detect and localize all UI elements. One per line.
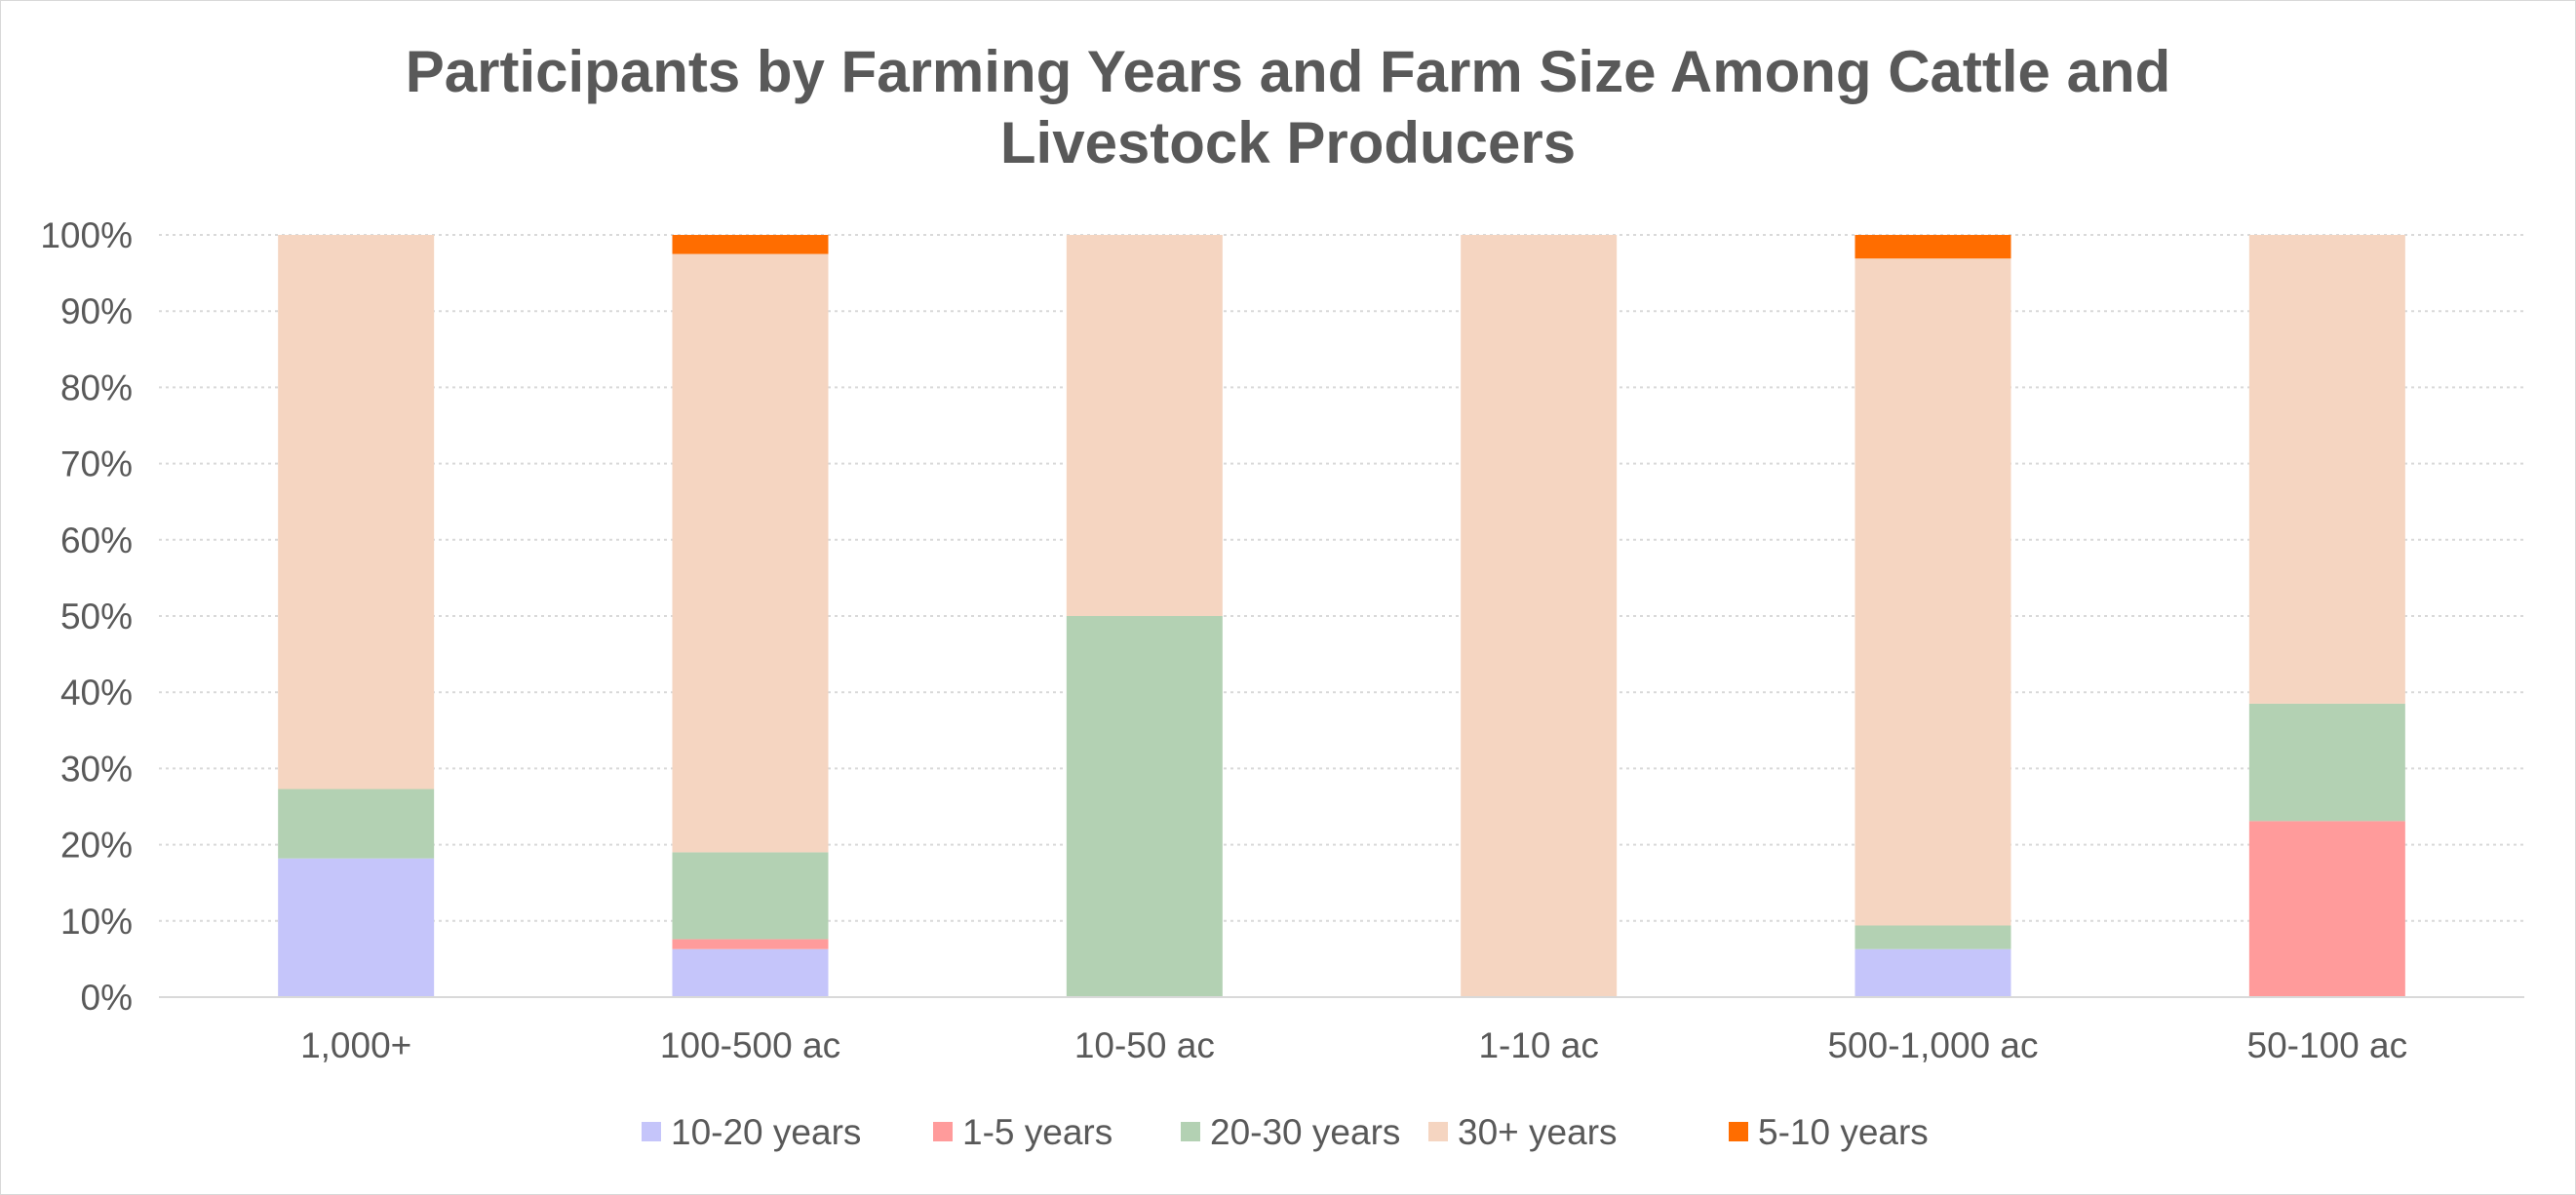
- bar-segment: [1854, 925, 2011, 949]
- legend: 10-20 years 1-5 years 20-30 years 30+ years…: [642, 1112, 1929, 1152]
- legend-item: 5-10 years: [1729, 1112, 1929, 1152]
- y-tick-label: 60%: [60, 520, 133, 560]
- legend-item: 1-5 years: [933, 1112, 1112, 1152]
- y-tick-label: 90%: [60, 291, 133, 331]
- chart-title-line-2: Livestock Producers: [1000, 110, 1576, 175]
- bar-segment: [1066, 616, 1223, 997]
- x-axis: 1,000+ 100-500 ac 10-50 ac 1-10 ac 500-1,000…: [159, 996, 2524, 1065]
- legend-label: 30+ years: [1458, 1112, 1618, 1152]
- legend-swatch: [1729, 1122, 1748, 1141]
- bar-segment: [2248, 821, 2405, 997]
- bar-segment: [672, 852, 829, 940]
- bar-stack: [1854, 235, 2011, 997]
- bar-segment: [1066, 235, 1223, 616]
- y-tick-label: 20%: [60, 826, 133, 866]
- gridlines: [159, 234, 2524, 922]
- x-tick-label: 50-100 ac: [2247, 1025, 2408, 1065]
- bar-segment: [1854, 235, 2011, 259]
- bar-stack: [278, 235, 435, 997]
- legend-label: 5-10 years: [1758, 1112, 1929, 1152]
- x-tick-label: 500-1,000 ac: [1827, 1025, 2038, 1065]
- bar-segment: [672, 948, 829, 997]
- legend-label: 1-5 years: [962, 1112, 1112, 1152]
- y-tick-label: 30%: [60, 749, 133, 789]
- bars: [278, 235, 2405, 997]
- bar-segment: [672, 253, 829, 853]
- y-tick-label: 100%: [40, 215, 133, 255]
- y-tick-label: 40%: [60, 673, 133, 713]
- legend-label: 20-30 years: [1210, 1112, 1400, 1152]
- bar-stack: [672, 235, 829, 997]
- bar-segment: [2248, 703, 2405, 822]
- bar-segment: [2248, 235, 2405, 704]
- legend-label: 10-20 years: [671, 1112, 861, 1152]
- y-tick-label: 10%: [60, 902, 133, 942]
- legend-swatch: [1428, 1122, 1448, 1141]
- bar-segment: [1854, 948, 2011, 997]
- bar-segment: [278, 789, 435, 859]
- legend-item: 30+ years: [1428, 1112, 1618, 1152]
- x-tick-label: 100-500 ac: [660, 1025, 840, 1065]
- y-tick-label: 0%: [81, 978, 133, 1018]
- bar-segment: [1461, 235, 1618, 997]
- bar-segment: [1854, 258, 2011, 926]
- legend-item: 20-30 years: [1181, 1112, 1400, 1152]
- x-tick-label: 10-50 ac: [1074, 1025, 1215, 1065]
- y-tick-label: 70%: [60, 444, 133, 484]
- x-tick-label: 1,000+: [300, 1025, 411, 1065]
- chart-title: Participants by Farming Years and Farm S…: [406, 39, 2171, 175]
- legend-item: 10-20 years: [642, 1112, 861, 1152]
- y-axis: 0% 10% 20% 30% 40% 50% 60% 70% 80% 90% 100%: [40, 215, 133, 1018]
- x-tick-label: 1-10 ac: [1478, 1025, 1598, 1065]
- bar-segment: [278, 858, 435, 997]
- bar-stack: [1461, 235, 1618, 997]
- legend-swatch: [933, 1122, 953, 1141]
- y-tick-label: 80%: [60, 367, 133, 407]
- bar-segment: [278, 235, 435, 790]
- bar-stack: [2248, 235, 2405, 997]
- legend-swatch: [1181, 1122, 1200, 1141]
- bar-segment: [672, 939, 829, 949]
- bar-stack: [1066, 235, 1223, 997]
- chart-title-line-1: Participants by Farming Years and Farm S…: [406, 39, 2171, 104]
- legend-swatch: [642, 1122, 661, 1141]
- y-tick-label: 50%: [60, 597, 133, 636]
- bar-segment: [672, 235, 829, 254]
